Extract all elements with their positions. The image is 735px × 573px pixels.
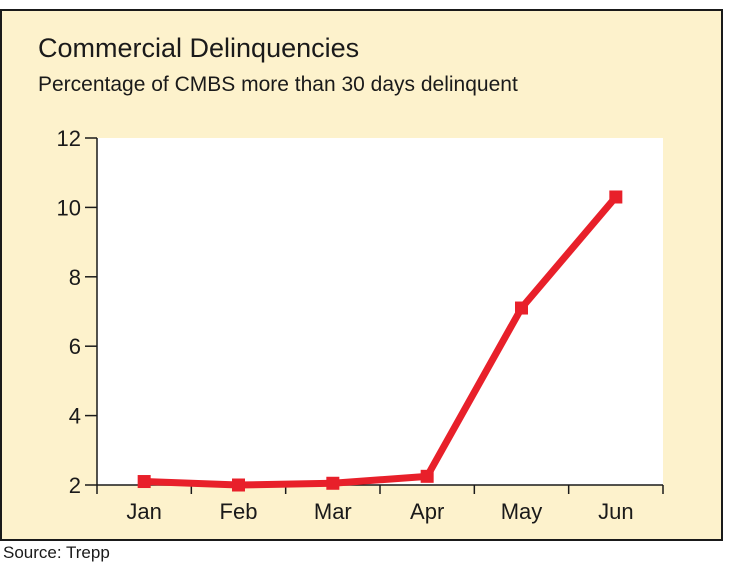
x-tick-label: Feb [220, 499, 258, 524]
y-tick-label: 12 [57, 126, 81, 151]
data-point-marker [232, 478, 245, 492]
data-point-marker [609, 190, 623, 204]
x-tick-label: Jan [126, 499, 161, 524]
y-tick-label: 10 [57, 195, 81, 220]
chart-title: Commercial Delinquencies [38, 33, 359, 63]
x-tick-label: Mar [314, 499, 352, 524]
y-tick-label: 4 [69, 404, 81, 429]
series-line [140, 193, 620, 489]
x-tick-label: Apr [410, 499, 444, 524]
source-note: Source: Trepp [3, 543, 110, 562]
data-point-marker [326, 476, 340, 490]
chart-subtitle: Percentage of CMBS more than 30 days del… [38, 73, 518, 96]
data-point-marker [420, 469, 434, 483]
data-point-marker [137, 475, 151, 489]
plot-area [97, 138, 663, 485]
x-tick-label: May [501, 499, 543, 524]
data-point-marker [515, 301, 528, 315]
axes: 2 4 6 8 10 12 Jan Feb Mar Apr May Jun [57, 126, 664, 524]
y-tick-label: 6 [69, 334, 81, 359]
y-tick-label: 2 [69, 473, 81, 498]
y-tick-label: 8 [69, 265, 81, 290]
series-layer [137, 190, 623, 492]
x-tick-label: Jun [598, 499, 633, 524]
